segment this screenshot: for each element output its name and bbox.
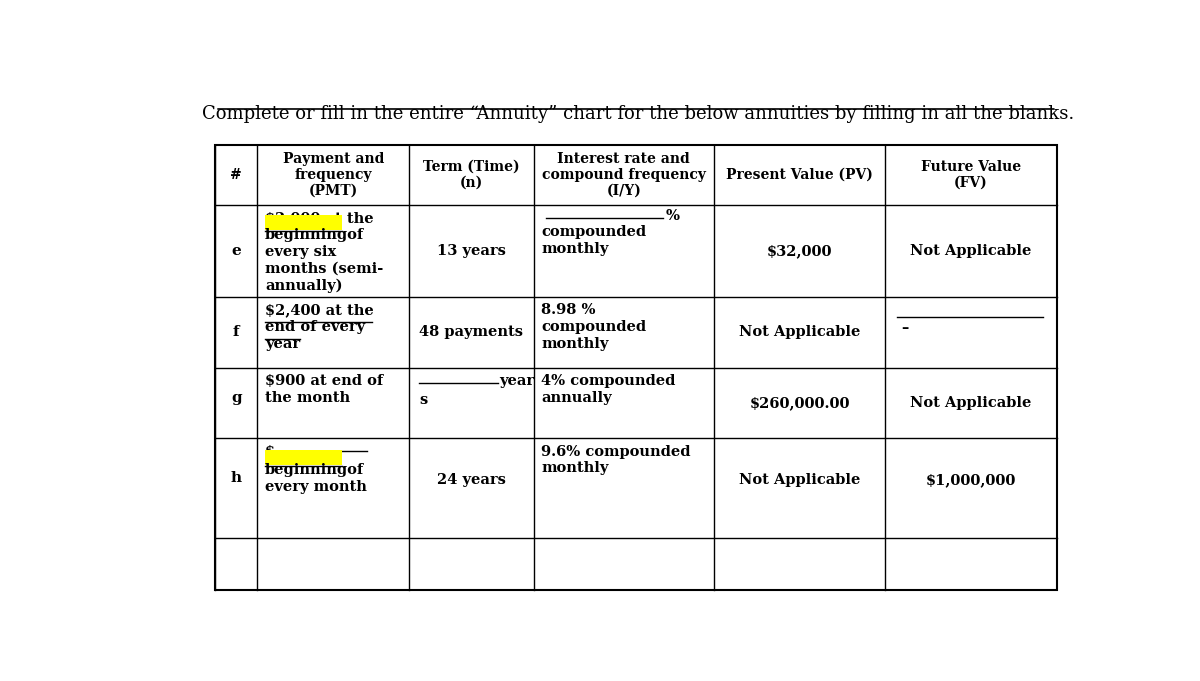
Text: $2,400 at the: $2,400 at the xyxy=(265,303,373,317)
Text: $260,000.00: $260,000.00 xyxy=(750,396,850,410)
Text: Not Applicable: Not Applicable xyxy=(739,473,860,487)
Text: 48 payments: 48 payments xyxy=(419,325,523,339)
Text: $2,000 at the: $2,000 at the xyxy=(265,211,373,225)
Text: 9.6% compounded: 9.6% compounded xyxy=(541,445,690,458)
Bar xyxy=(215,144,1057,590)
Text: beginning: beginning xyxy=(265,228,348,242)
Text: compounded: compounded xyxy=(541,320,646,334)
Text: every six: every six xyxy=(265,244,336,259)
Bar xyxy=(265,215,342,230)
Text: monthly: monthly xyxy=(541,242,608,256)
Text: 13 years: 13 years xyxy=(437,244,505,258)
Text: year: year xyxy=(499,374,534,387)
Bar xyxy=(265,450,342,465)
Text: Payment and
frequency
(PMT): Payment and frequency (PMT) xyxy=(282,152,384,198)
Text: g: g xyxy=(230,391,241,405)
Text: Term (Time)
(n): Term (Time) (n) xyxy=(422,160,520,190)
Text: beginning: beginning xyxy=(265,463,348,477)
Text: months (semi-: months (semi- xyxy=(265,262,383,276)
Text: 4% compounded: 4% compounded xyxy=(541,374,676,387)
Text: 8.98 %: 8.98 % xyxy=(541,303,595,317)
Text: %: % xyxy=(666,208,679,223)
Text: h: h xyxy=(230,471,242,485)
Text: 24 years: 24 years xyxy=(437,473,505,487)
Text: of: of xyxy=(342,228,364,242)
Text: monthly: monthly xyxy=(541,336,608,351)
Text: the month: the month xyxy=(265,391,350,405)
Text: Not Applicable: Not Applicable xyxy=(911,396,1032,410)
Text: Complete or fill in the entire “Annuity” chart for the below annuities by fillin: Complete or fill in the entire “Annuity”… xyxy=(202,106,1074,123)
Text: Interest rate and
compound frequency
(I/Y): Interest rate and compound frequency (I/… xyxy=(541,152,706,198)
Text: Not Applicable: Not Applicable xyxy=(911,244,1032,258)
Text: year: year xyxy=(265,336,300,351)
Text: s: s xyxy=(419,393,427,407)
Text: Present Value (PV): Present Value (PV) xyxy=(726,168,874,182)
Text: $1,000,000: $1,000,000 xyxy=(926,473,1016,487)
Text: monthly: monthly xyxy=(541,461,608,475)
Text: end of every: end of every xyxy=(265,320,365,334)
Text: e: e xyxy=(232,244,241,258)
Text: annually: annually xyxy=(541,391,612,405)
Text: $: $ xyxy=(265,445,275,458)
Text: compounded: compounded xyxy=(541,225,646,240)
Text: Future Value
(FV): Future Value (FV) xyxy=(920,160,1021,190)
Text: of: of xyxy=(342,463,364,477)
Text: $900 at end of: $900 at end of xyxy=(265,374,383,387)
Text: –: – xyxy=(901,321,908,335)
Text: Not Applicable: Not Applicable xyxy=(739,325,860,339)
Text: f: f xyxy=(233,325,240,339)
Text: #: # xyxy=(230,168,242,182)
Text: $32,000: $32,000 xyxy=(767,244,833,258)
Text: annually): annually) xyxy=(265,279,342,293)
Text: every month: every month xyxy=(265,479,367,494)
